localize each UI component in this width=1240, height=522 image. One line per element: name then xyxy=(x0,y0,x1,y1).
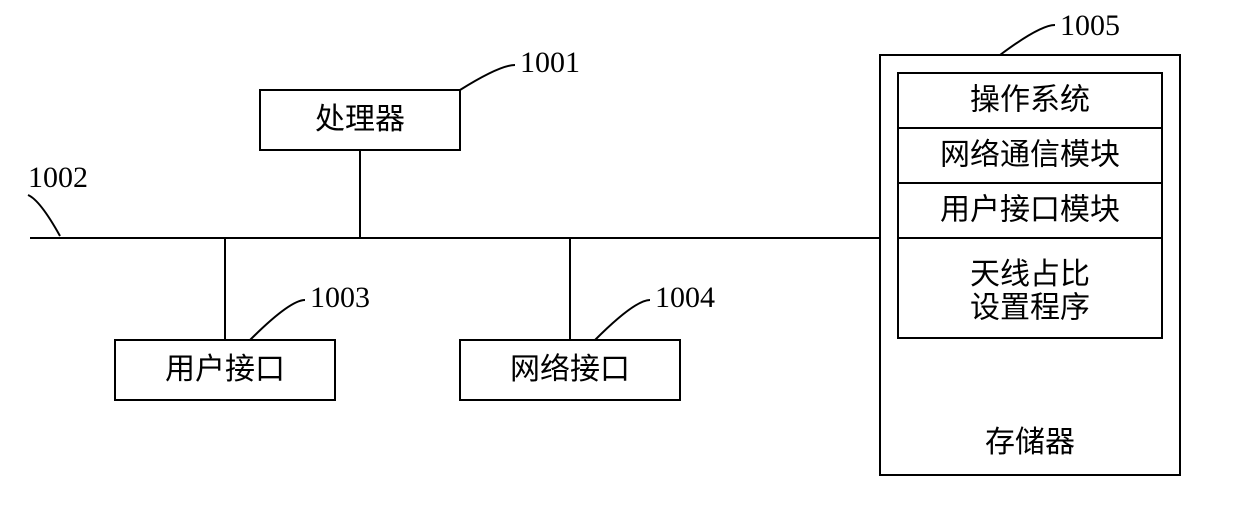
processor-refnum: 1001 xyxy=(520,46,580,79)
memory-cell-label: 网络通信模块 xyxy=(940,138,1120,171)
memory-cell-label: 用户接口模块 xyxy=(940,193,1120,226)
memory-leader xyxy=(1000,25,1055,55)
user_if-refnum: 1003 xyxy=(310,281,370,314)
memory-cell-label: 天线占比 xyxy=(970,258,1090,291)
net_if-refnum: 1004 xyxy=(655,281,715,314)
user-interface-label: 用户接口 xyxy=(165,353,285,386)
processor-leader xyxy=(460,65,515,90)
processor-label: 处理器 xyxy=(315,103,405,136)
network-interface-label: 网络接口 xyxy=(510,353,630,386)
block-diagram: 处理器用户接口 网络接口 操作系统网络通信模块用户接口模块天线占比设置程序存储器 10… xyxy=(0,0,1240,522)
memory-cell-label: 操作系统 xyxy=(970,83,1090,116)
user_if-leader xyxy=(250,300,305,340)
memory-cell-label: 设置程序 xyxy=(970,292,1090,325)
bus-leader xyxy=(28,195,60,236)
bus-refnum: 1002 xyxy=(28,161,88,194)
memory-label: 存储器 xyxy=(985,426,1075,459)
net_if-leader xyxy=(595,300,650,340)
memory-refnum: 1005 xyxy=(1060,9,1120,42)
